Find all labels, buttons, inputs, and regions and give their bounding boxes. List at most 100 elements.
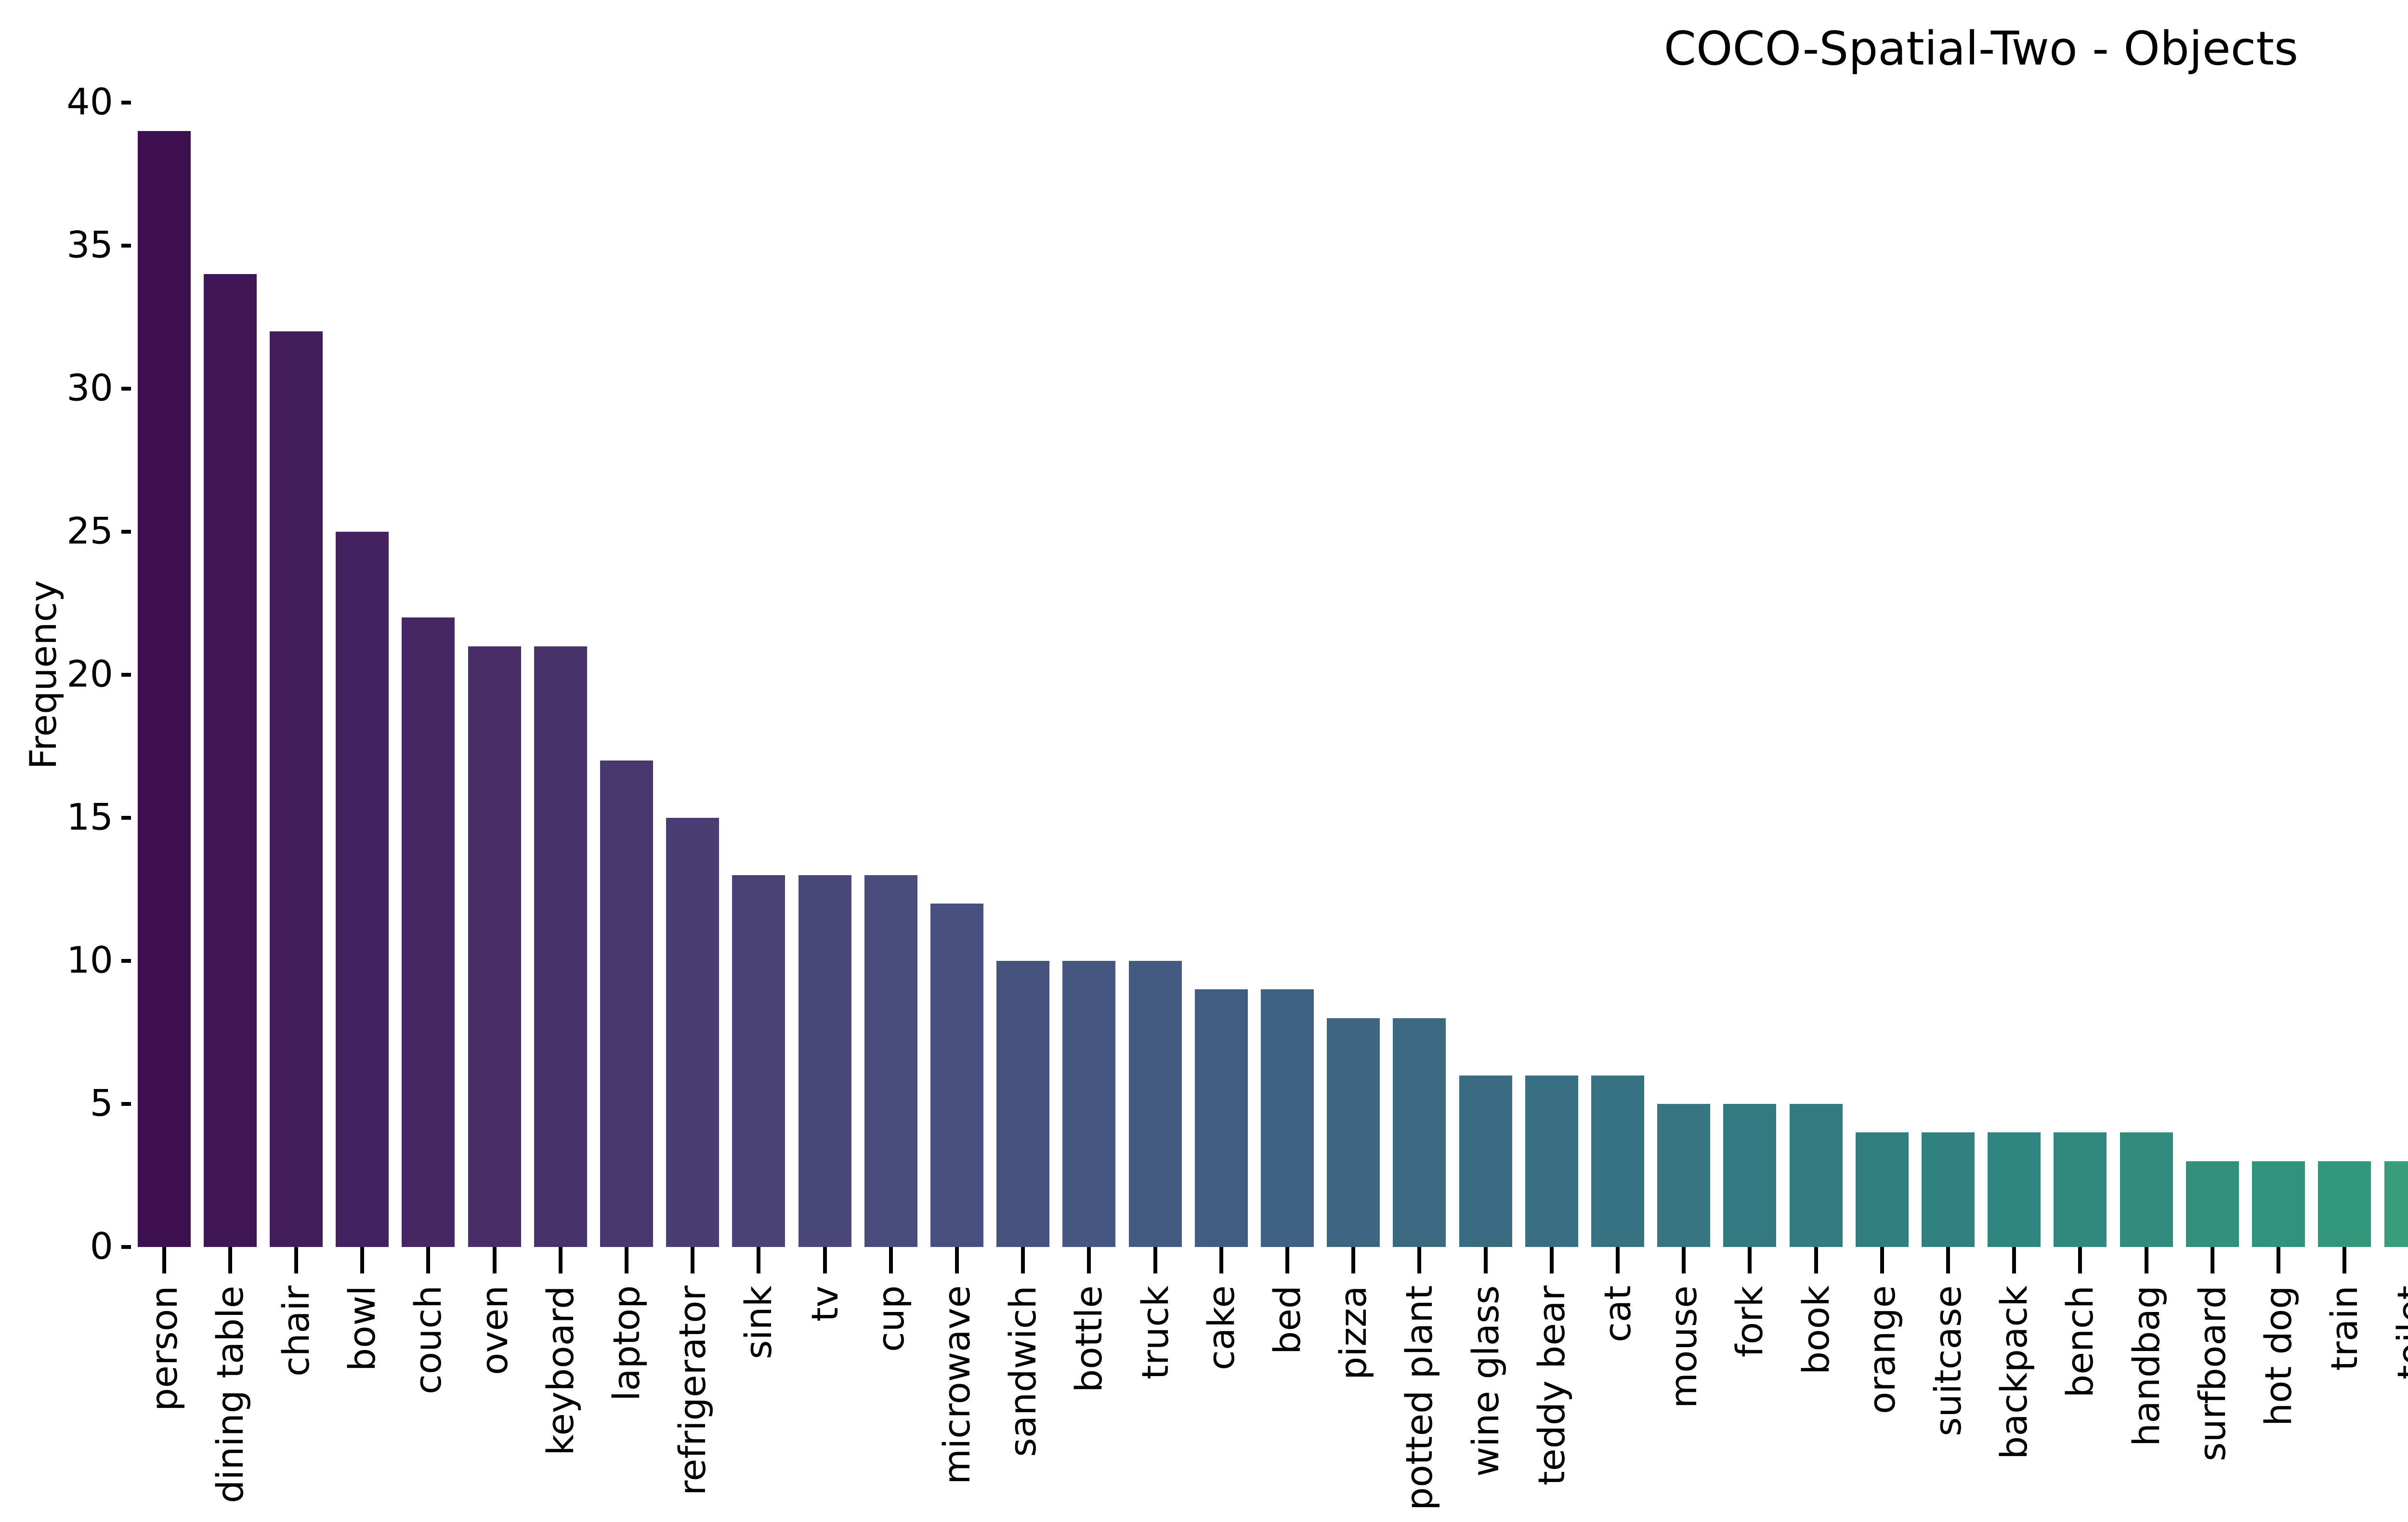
bar-slot: cup bbox=[858, 103, 924, 1352]
y-tick-mark bbox=[121, 816, 131, 820]
x-tick-label: orange bbox=[1860, 1286, 1903, 1415]
x-tick-mark bbox=[2210, 1247, 2214, 1273]
bar-slot: microwave bbox=[924, 103, 990, 1484]
x-tick-mark bbox=[625, 1247, 629, 1273]
y-tick-mark bbox=[121, 673, 131, 677]
bar-slot: book bbox=[1783, 103, 1849, 1375]
bar bbox=[864, 875, 917, 1247]
bar bbox=[2186, 1161, 2239, 1247]
x-tick-label: sandwich bbox=[1001, 1286, 1045, 1457]
x-tick-label: toilet bbox=[2389, 1286, 2408, 1380]
x-tick-label: suitcase bbox=[1926, 1286, 1970, 1437]
x-tick-mark bbox=[2277, 1247, 2281, 1273]
x-tick-label: potted plant bbox=[1398, 1286, 1441, 1511]
y-tick-mark bbox=[121, 1102, 131, 1106]
bar bbox=[270, 331, 323, 1247]
y-tick-label: 30 bbox=[66, 366, 113, 409]
x-tick-label: cup bbox=[869, 1286, 912, 1352]
y-tick-mark bbox=[121, 530, 131, 534]
x-tick-label: book bbox=[1794, 1286, 1837, 1375]
bar bbox=[2318, 1161, 2371, 1247]
bar-slot: cat bbox=[1584, 103, 1650, 1342]
x-tick-mark bbox=[889, 1247, 893, 1273]
x-tick-mark bbox=[691, 1247, 695, 1273]
x-tick-mark bbox=[1285, 1247, 1290, 1273]
chart-title: COCO-Spatial-Two - Objects bbox=[1663, 22, 2299, 76]
y-tick-label: 5 bbox=[90, 1081, 113, 1125]
x-tick-mark bbox=[2343, 1247, 2347, 1273]
x-tick-label: surfboard bbox=[2190, 1286, 2234, 1462]
bar-slot: person bbox=[131, 103, 197, 1411]
bar-slot: surfboard bbox=[2179, 103, 2245, 1461]
x-tick-label: bowl bbox=[340, 1286, 384, 1372]
y-tick-label: 15 bbox=[66, 795, 113, 839]
bar-slot: laptop bbox=[593, 103, 659, 1401]
x-tick-mark bbox=[1549, 1247, 1554, 1273]
x-tick-label: oven bbox=[472, 1286, 516, 1376]
y-tick-label: 25 bbox=[66, 509, 113, 552]
x-tick-label: cat bbox=[1596, 1286, 1639, 1343]
bar bbox=[930, 904, 984, 1247]
bar-slot: orange bbox=[1849, 103, 1915, 1414]
x-tick-label: chair bbox=[275, 1286, 318, 1377]
x-tick-mark bbox=[1946, 1247, 1950, 1273]
x-tick-label: microwave bbox=[935, 1286, 979, 1485]
bar-slot: handbag bbox=[2113, 103, 2179, 1446]
bar-slot: cake bbox=[1188, 103, 1254, 1370]
x-tick-label: keyboard bbox=[538, 1286, 582, 1456]
bar-slot: tv bbox=[792, 103, 858, 1322]
y-tick-mark bbox=[121, 1245, 131, 1249]
bar bbox=[1922, 1132, 1975, 1247]
x-tick-mark bbox=[1616, 1247, 1620, 1273]
x-tick-mark bbox=[228, 1247, 232, 1273]
bar bbox=[402, 617, 455, 1247]
bar bbox=[137, 131, 191, 1247]
bar bbox=[996, 961, 1050, 1247]
x-tick-label: backpack bbox=[1992, 1286, 2036, 1460]
x-tick-mark bbox=[294, 1247, 298, 1273]
x-tick-label: fork bbox=[1728, 1286, 1771, 1357]
x-tick-label: person bbox=[142, 1286, 185, 1411]
bar bbox=[203, 274, 257, 1247]
bar-slot: teddy bear bbox=[1518, 103, 1584, 1485]
bar bbox=[534, 646, 587, 1247]
bar bbox=[2054, 1132, 2107, 1247]
x-tick-mark bbox=[757, 1247, 761, 1273]
bar bbox=[1525, 1075, 1578, 1247]
y-tick-mark bbox=[121, 101, 131, 105]
x-tick-label: couch bbox=[406, 1286, 450, 1395]
bar bbox=[798, 875, 851, 1247]
x-tick-label: handbag bbox=[2124, 1286, 2168, 1447]
plot-area: person dining table chair bowl couch oven keyb… bbox=[131, 103, 2408, 1510]
x-tick-label: pizza bbox=[1332, 1286, 1375, 1380]
x-tick-label: dining table bbox=[208, 1286, 251, 1503]
bar-slot: sink bbox=[726, 103, 792, 1359]
bar-slot: suitcase bbox=[1915, 103, 1981, 1436]
bar bbox=[1128, 961, 1182, 1247]
bar bbox=[1988, 1132, 2041, 1247]
y-tick-label: 10 bbox=[66, 938, 113, 982]
bar bbox=[2120, 1132, 2173, 1247]
bar bbox=[1591, 1075, 1645, 1247]
x-tick-mark bbox=[1880, 1247, 1884, 1273]
y-tick-label: 40 bbox=[66, 80, 113, 123]
bar-slot: hot dog bbox=[2246, 103, 2312, 1426]
x-tick-mark bbox=[1748, 1247, 1752, 1273]
bar-slot: toilet bbox=[2378, 103, 2408, 1379]
x-tick-label: tv bbox=[803, 1286, 846, 1322]
x-tick-label: refrigerator bbox=[671, 1286, 714, 1496]
x-tick-label: wine glass bbox=[1464, 1286, 1507, 1477]
bar bbox=[1723, 1104, 1777, 1247]
bar bbox=[1789, 1104, 1843, 1247]
x-tick-mark bbox=[162, 1247, 166, 1273]
x-tick-mark bbox=[2078, 1247, 2082, 1273]
x-tick-mark bbox=[1021, 1247, 1025, 1273]
x-tick-mark bbox=[1682, 1247, 1686, 1273]
bar bbox=[1062, 961, 1116, 1247]
x-tick-label: sink bbox=[737, 1286, 780, 1359]
x-tick-mark bbox=[1219, 1247, 1223, 1273]
x-tick-label: teddy bear bbox=[1530, 1286, 1573, 1485]
y-axis: 0 5 10 15 20 25 30 35 40 bbox=[0, 83, 131, 1264]
x-tick-label: cake bbox=[1199, 1286, 1243, 1371]
